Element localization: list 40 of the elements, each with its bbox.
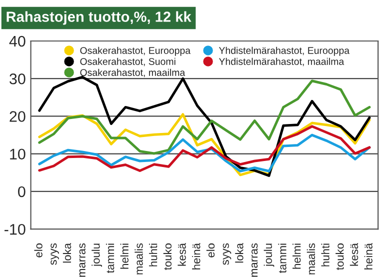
legend-label: Osakerahastot, maailma bbox=[80, 68, 186, 78]
x-tick-label: maalis bbox=[134, 243, 143, 274]
x-tick-label: kesä bbox=[178, 242, 186, 266]
y-tick-label: 10 bbox=[10, 148, 26, 160]
line-series bbox=[38, 125, 371, 172]
chart-title: Rahastojen tuotto,%, 12 kk bbox=[6, 11, 192, 25]
y-tick-label: 30 bbox=[10, 73, 26, 84]
x-tick-label: marras bbox=[79, 243, 86, 277]
line-series bbox=[38, 80, 371, 155]
line-series bbox=[38, 76, 371, 177]
x-tick-label: loka bbox=[235, 242, 244, 263]
x-tick-label: maalis bbox=[306, 243, 316, 274]
x-tick-label: huhti bbox=[149, 244, 158, 266]
x-tick-label: syys bbox=[222, 243, 232, 265]
line-series bbox=[38, 134, 371, 172]
legend-label: Yhdistelmärahastot, maailma bbox=[218, 58, 344, 66]
x-tick-label: touko bbox=[163, 243, 172, 270]
y-tick-label: -10 bbox=[4, 224, 26, 235]
legend-label: Osakerahastot, Suomi bbox=[80, 58, 176, 66]
x-tick-label: syys bbox=[50, 243, 59, 265]
x-tick-label: huhti bbox=[321, 244, 330, 266]
x-tick-label: loka bbox=[62, 242, 72, 263]
x-tick-label: elo bbox=[206, 243, 215, 258]
y-tick-label: 0 bbox=[18, 186, 26, 198]
x-tick-label: joulu bbox=[264, 244, 274, 267]
x-tick-label: heinä bbox=[364, 242, 372, 270]
legend-label: Osakerahastot, Eurooppa bbox=[80, 46, 191, 56]
x-tick-label: marras bbox=[252, 243, 258, 277]
y-tick-label: 40 bbox=[9, 36, 26, 47]
x-tick-label: heinä bbox=[192, 242, 200, 270]
x-tick-label: tammi bbox=[106, 244, 114, 274]
x-tick-label: helmi bbox=[292, 244, 301, 269]
x-tick-label: tammi bbox=[278, 244, 286, 274]
x-tick-label: touko bbox=[336, 243, 344, 270]
x-tick-label: helmi bbox=[120, 244, 128, 269]
y-tick-label: 20 bbox=[10, 111, 26, 122]
x-tick-label: joulu bbox=[92, 244, 102, 267]
x-tick-label: kesä bbox=[350, 242, 358, 266]
legend-label: Yhdistelmärahastot, Eurooppa bbox=[218, 46, 350, 56]
x-tick-label: elo bbox=[34, 243, 42, 258]
